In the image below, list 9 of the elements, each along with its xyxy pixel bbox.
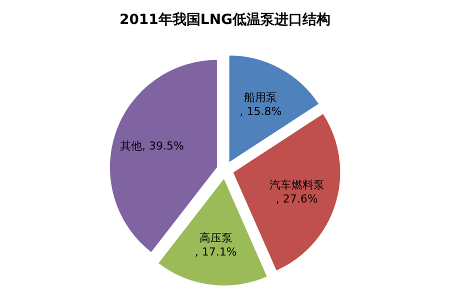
slice-label: 其他 <box>120 140 142 153</box>
chart-title: 2011年我国LNG低温泵进口结构 <box>119 12 331 28</box>
data-label: , 27.6% <box>276 192 318 206</box>
slice-label: 汽车燃料泵 <box>269 178 324 192</box>
data-label: , 17.1% <box>194 245 237 258</box>
data-label: , 15.8% <box>240 105 282 118</box>
slice-label: 高压泵 <box>199 231 232 244</box>
data-label: , 39.5% <box>142 140 184 153</box>
slice-label: 船用泵 <box>244 91 278 104</box>
